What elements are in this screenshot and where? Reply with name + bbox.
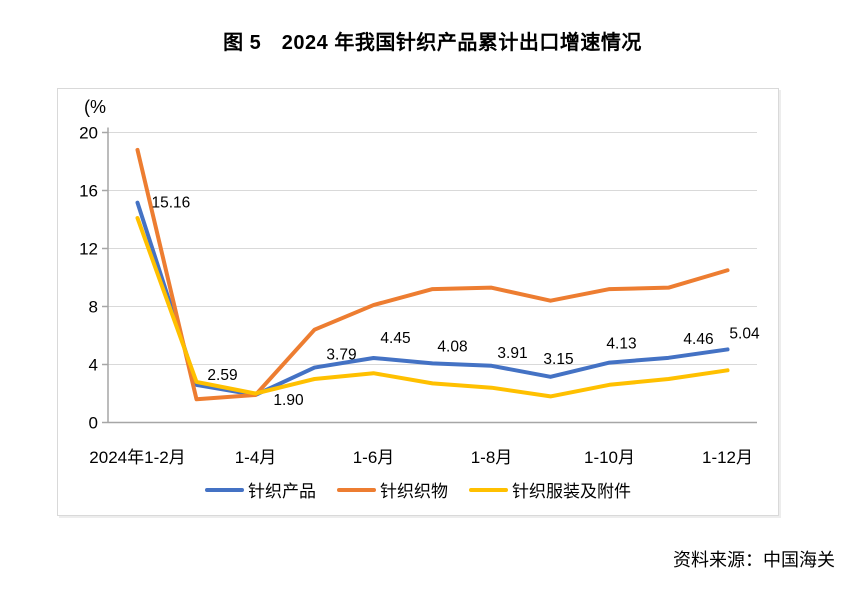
y-tick-label: 4 xyxy=(89,356,98,375)
legend-swatch-line xyxy=(469,487,508,492)
x-tick-label: 2024年1-2月 xyxy=(89,448,185,467)
data-label: 15.16 xyxy=(152,195,191,212)
y-tick-label: 8 xyxy=(89,298,98,317)
chart-frame: 0 4 8 12 16 20 2024年1-2月 1-4月 1-6月 1-8月 1-10月 1-12月… xyxy=(57,88,779,516)
x-tick-label: 1-6月 xyxy=(353,448,395,467)
data-label: 4.45 xyxy=(380,330,410,347)
data-label: 4.08 xyxy=(437,338,467,355)
x-tick-label: 1-8月 xyxy=(471,448,513,467)
y-tick-label: 0 xyxy=(89,414,98,433)
data-label: 4.13 xyxy=(606,336,636,353)
data-label: 4.46 xyxy=(683,331,713,348)
data-label: 2.59 xyxy=(207,367,237,384)
legend-swatch-line xyxy=(337,487,376,492)
source-note: 资料来源：中国海关 xyxy=(673,550,835,570)
y-tick-label: 20 xyxy=(79,124,98,143)
legend-label: 针织服装及附件 xyxy=(512,482,631,501)
data-label: 3.15 xyxy=(543,351,573,368)
legend-item-knitted-apparel: 针织服装及附件 xyxy=(469,477,631,502)
y-tick-label: 12 xyxy=(79,240,98,259)
legend-item-knitted-products: 针织产品 xyxy=(205,477,316,502)
y-axis-unit-label: (% xyxy=(84,97,106,117)
data-label: 3.91 xyxy=(497,345,527,362)
data-label: 3.79 xyxy=(326,347,356,364)
legend: 针织产品 针织织物 针织服装及附件 xyxy=(58,477,778,502)
legend-swatch-line xyxy=(205,487,244,492)
plot-svg: 0 4 8 12 16 20 2024年1-2月 1-4月 1-6月 1-8月 1-10月 1-12月… xyxy=(79,124,760,468)
data-label: 5.04 xyxy=(729,325,760,342)
y-tick-label: 16 xyxy=(79,182,98,201)
x-tick-label: 1-10月 xyxy=(584,448,635,467)
chart-title: 图 5 2024 年我国针织产品累计出口增速情况 xyxy=(223,32,642,54)
x-tick-label: 1-12月 xyxy=(702,448,753,467)
series-line-1 xyxy=(135,147,730,402)
legend-label: 针织织物 xyxy=(380,482,448,501)
data-label: 1.90 xyxy=(273,392,304,409)
legend-item-knitted-fabrics: 针织织物 xyxy=(337,477,448,502)
x-tick-label: 1-4月 xyxy=(235,448,277,467)
legend-label: 针织产品 xyxy=(248,482,316,501)
series-line-2 xyxy=(135,216,730,399)
